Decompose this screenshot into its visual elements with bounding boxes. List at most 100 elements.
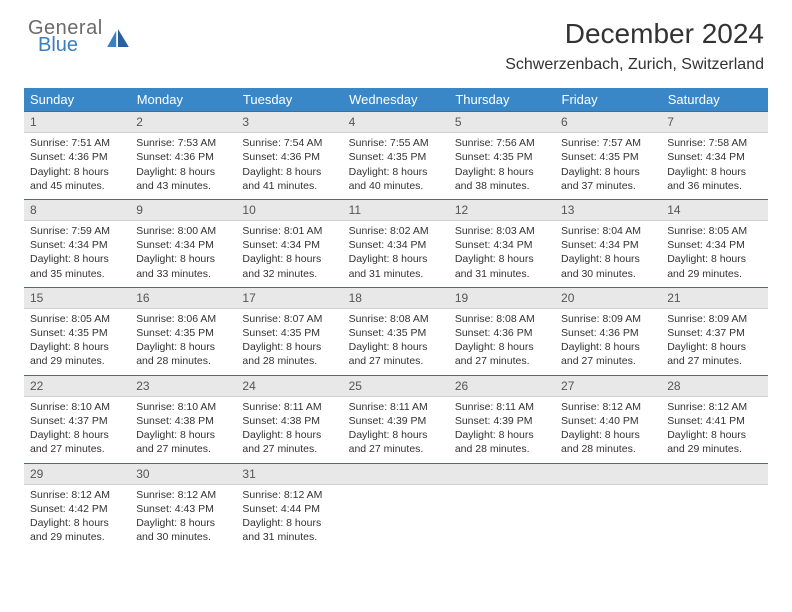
calendar-day-cell [449, 463, 555, 551]
calendar-day-cell: 20Sunrise: 8:09 AMSunset: 4:36 PMDayligh… [555, 287, 661, 375]
sunset-line: Sunset: 4:35 PM [242, 326, 336, 340]
weekday-header: Friday [555, 88, 661, 111]
calendar-day-cell: 14Sunrise: 8:05 AMSunset: 4:34 PMDayligh… [661, 199, 767, 287]
sunset-line: Sunset: 4:37 PM [30, 414, 124, 428]
daylight-line: Daylight: 8 hours and 28 minutes. [136, 340, 230, 368]
sunrise-line: Sunrise: 8:02 AM [349, 224, 443, 238]
sunrise-line: Sunrise: 8:12 AM [667, 400, 761, 414]
day-body: Sunrise: 8:08 AMSunset: 4:35 PMDaylight:… [343, 309, 449, 375]
day-number: 27 [555, 375, 661, 397]
day-body: Sunrise: 8:12 AMSunset: 4:44 PMDaylight:… [236, 485, 342, 551]
sunset-line: Sunset: 4:36 PM [136, 150, 230, 164]
day-body: Sunrise: 8:03 AMSunset: 4:34 PMDaylight:… [449, 221, 555, 287]
sunrise-line: Sunrise: 8:08 AM [349, 312, 443, 326]
day-body: Sunrise: 8:12 AMSunset: 4:40 PMDaylight:… [555, 397, 661, 463]
calendar-day-cell: 16Sunrise: 8:06 AMSunset: 4:35 PMDayligh… [130, 287, 236, 375]
calendar-day-cell: 27Sunrise: 8:12 AMSunset: 4:40 PMDayligh… [555, 375, 661, 463]
day-number: 10 [236, 199, 342, 221]
sunset-line: Sunset: 4:38 PM [136, 414, 230, 428]
calendar-day-cell: 1Sunrise: 7:51 AMSunset: 4:36 PMDaylight… [24, 111, 130, 199]
daylight-line: Daylight: 8 hours and 27 minutes. [349, 428, 443, 456]
daylight-line: Daylight: 8 hours and 28 minutes. [561, 428, 655, 456]
calendar-day-cell: 25Sunrise: 8:11 AMSunset: 4:39 PMDayligh… [343, 375, 449, 463]
day-body: Sunrise: 8:12 AMSunset: 4:43 PMDaylight:… [130, 485, 236, 551]
sunrise-line: Sunrise: 8:12 AM [30, 488, 124, 502]
sunrise-line: Sunrise: 8:07 AM [242, 312, 336, 326]
day-number: 11 [343, 199, 449, 221]
daylight-line: Daylight: 8 hours and 29 minutes. [667, 252, 761, 280]
calendar-day-cell: 22Sunrise: 8:10 AMSunset: 4:37 PMDayligh… [24, 375, 130, 463]
sunset-line: Sunset: 4:34 PM [136, 238, 230, 252]
day-number: 21 [661, 287, 767, 309]
day-body: Sunrise: 8:04 AMSunset: 4:34 PMDaylight:… [555, 221, 661, 287]
daylight-line: Daylight: 8 hours and 29 minutes. [30, 516, 124, 544]
sunset-line: Sunset: 4:36 PM [30, 150, 124, 164]
sunset-line: Sunset: 4:44 PM [242, 502, 336, 516]
sunset-line: Sunset: 4:35 PM [349, 150, 443, 164]
daylight-line: Daylight: 8 hours and 29 minutes. [30, 340, 124, 368]
calendar-day-cell: 15Sunrise: 8:05 AMSunset: 4:35 PMDayligh… [24, 287, 130, 375]
day-number: 6 [555, 111, 661, 133]
day-number: 20 [555, 287, 661, 309]
sunset-line: Sunset: 4:34 PM [455, 238, 549, 252]
daylight-line: Daylight: 8 hours and 35 minutes. [30, 252, 124, 280]
day-number: 31 [236, 463, 342, 485]
daylight-line: Daylight: 8 hours and 31 minutes. [349, 252, 443, 280]
calendar-day-cell: 13Sunrise: 8:04 AMSunset: 4:34 PMDayligh… [555, 199, 661, 287]
daylight-line: Daylight: 8 hours and 27 minutes. [30, 428, 124, 456]
day-number: 14 [661, 199, 767, 221]
sunrise-line: Sunrise: 8:12 AM [561, 400, 655, 414]
day-body: Sunrise: 8:11 AMSunset: 4:38 PMDaylight:… [236, 397, 342, 463]
sunrise-line: Sunrise: 8:05 AM [30, 312, 124, 326]
sunrise-line: Sunrise: 8:09 AM [667, 312, 761, 326]
day-body: Sunrise: 8:10 AMSunset: 4:38 PMDaylight:… [130, 397, 236, 463]
sunset-line: Sunset: 4:42 PM [30, 502, 124, 516]
day-body: Sunrise: 8:10 AMSunset: 4:37 PMDaylight:… [24, 397, 130, 463]
sunset-line: Sunset: 4:34 PM [561, 238, 655, 252]
sunrise-line: Sunrise: 8:06 AM [136, 312, 230, 326]
day-number: 28 [661, 375, 767, 397]
day-number: 26 [449, 375, 555, 397]
sunset-line: Sunset: 4:35 PM [136, 326, 230, 340]
day-body: Sunrise: 8:05 AMSunset: 4:34 PMDaylight:… [661, 221, 767, 287]
sunrise-line: Sunrise: 8:12 AM [136, 488, 230, 502]
calendar-week-row: 1Sunrise: 7:51 AMSunset: 4:36 PMDaylight… [24, 111, 768, 199]
sunrise-line: Sunrise: 7:57 AM [561, 136, 655, 150]
day-number: 5 [449, 111, 555, 133]
day-number: 24 [236, 375, 342, 397]
daylight-line: Daylight: 8 hours and 38 minutes. [455, 165, 549, 193]
logo-text-sub: Blue [38, 35, 103, 55]
calendar-day-cell: 3Sunrise: 7:54 AMSunset: 4:36 PMDaylight… [236, 111, 342, 199]
sunrise-line: Sunrise: 8:09 AM [561, 312, 655, 326]
day-body: Sunrise: 8:09 AMSunset: 4:37 PMDaylight:… [661, 309, 767, 375]
calendar-day-cell: 18Sunrise: 8:08 AMSunset: 4:35 PMDayligh… [343, 287, 449, 375]
sunset-line: Sunset: 4:35 PM [349, 326, 443, 340]
weekday-header: Saturday [661, 88, 767, 111]
sunrise-line: Sunrise: 8:08 AM [455, 312, 549, 326]
day-number: 19 [449, 287, 555, 309]
sunrise-line: Sunrise: 8:05 AM [667, 224, 761, 238]
calendar-day-cell [555, 463, 661, 551]
daylight-line: Daylight: 8 hours and 29 minutes. [667, 428, 761, 456]
sunrise-line: Sunrise: 8:10 AM [30, 400, 124, 414]
sunrise-line: Sunrise: 8:12 AM [242, 488, 336, 502]
weekday-header: Wednesday [343, 88, 449, 111]
daylight-line: Daylight: 8 hours and 27 minutes. [242, 428, 336, 456]
calendar-day-cell [661, 463, 767, 551]
calendar-week-row: 29Sunrise: 8:12 AMSunset: 4:42 PMDayligh… [24, 463, 768, 551]
day-number: 30 [130, 463, 236, 485]
month-title: December 2024 [505, 18, 764, 50]
day-body: Sunrise: 8:08 AMSunset: 4:36 PMDaylight:… [449, 309, 555, 375]
sunrise-line: Sunrise: 7:59 AM [30, 224, 124, 238]
logo-sail-icon [107, 29, 129, 47]
sunrise-line: Sunrise: 8:11 AM [242, 400, 336, 414]
day-body: Sunrise: 8:12 AMSunset: 4:41 PMDaylight:… [661, 397, 767, 463]
day-number: 12 [449, 199, 555, 221]
day-body: Sunrise: 7:55 AMSunset: 4:35 PMDaylight:… [343, 133, 449, 199]
calendar-day-cell: 5Sunrise: 7:56 AMSunset: 4:35 PMDaylight… [449, 111, 555, 199]
sunrise-line: Sunrise: 8:11 AM [455, 400, 549, 414]
daylight-line: Daylight: 8 hours and 27 minutes. [136, 428, 230, 456]
day-number: 23 [130, 375, 236, 397]
calendar-day-cell: 2Sunrise: 7:53 AMSunset: 4:36 PMDaylight… [130, 111, 236, 199]
sunrise-line: Sunrise: 8:03 AM [455, 224, 549, 238]
